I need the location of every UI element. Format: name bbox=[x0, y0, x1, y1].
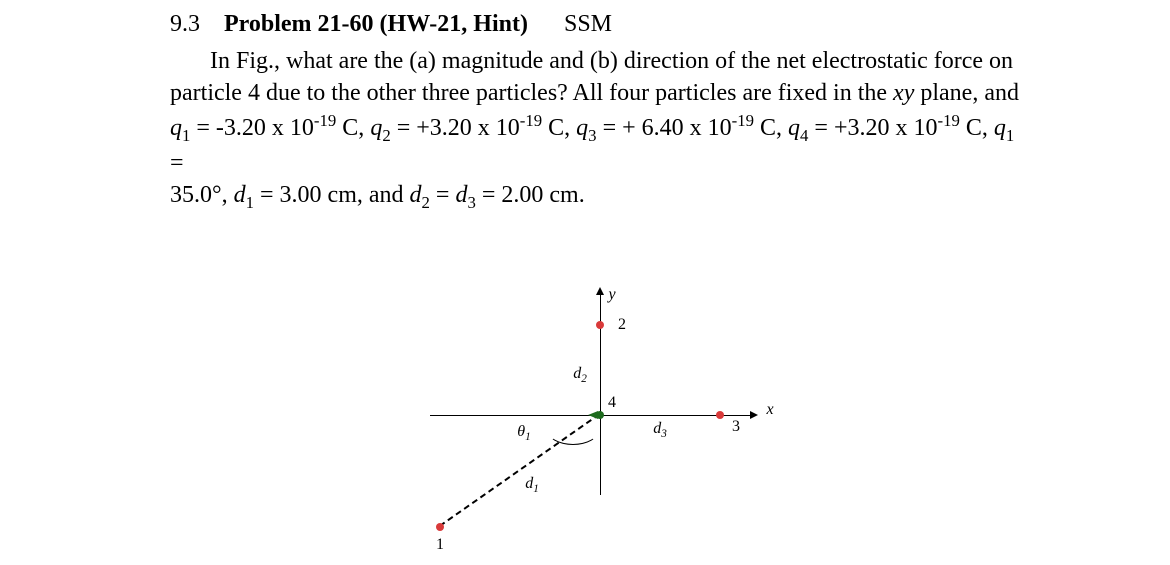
d3-sym: d bbox=[455, 182, 467, 208]
figure-diagram: x y 1 2 3 4 d1 d2 bbox=[400, 265, 800, 565]
q1end-sub: 1 bbox=[1006, 125, 1014, 144]
d3-eq: = 2.00 cm. bbox=[476, 182, 585, 208]
d3-sub: 3 bbox=[467, 193, 475, 212]
problem-line-4: 35.0°, d1 = 3.00 cm, and d2 = d3 = 2.00 … bbox=[170, 179, 1030, 214]
d1-fig-sub: 1 bbox=[533, 483, 539, 495]
xy-plane: xy bbox=[893, 80, 914, 106]
x-axis-arrow-icon bbox=[750, 411, 758, 419]
q4-exp: -19 bbox=[938, 111, 960, 130]
distance-d3-label: d3 bbox=[653, 420, 667, 440]
q1-sym: q bbox=[170, 115, 182, 141]
q2-unit: C, bbox=[542, 115, 576, 141]
q1-exp: -19 bbox=[314, 111, 336, 130]
q1-unit: C, bbox=[336, 115, 370, 141]
d3-fig-sub: 3 bbox=[661, 428, 667, 440]
q2-sym: q bbox=[370, 115, 382, 141]
q2-sub: 2 bbox=[382, 125, 390, 144]
d2-fig-sym: d bbox=[573, 365, 581, 382]
q3-sym: q bbox=[576, 115, 588, 141]
particle-1-label: 1 bbox=[436, 536, 444, 554]
d2-sub: 2 bbox=[422, 193, 430, 212]
problem-heading: 9.3 Problem 21-60 (HW-21, Hint) SSM bbox=[170, 10, 1030, 39]
figure-container: x y 1 2 3 4 d1 d2 bbox=[170, 265, 1030, 565]
angle-theta1-label: θ1 bbox=[517, 423, 530, 443]
distance-d2-label: d2 bbox=[573, 365, 587, 385]
q4-unit: C, bbox=[960, 115, 994, 141]
x-axis-label: x bbox=[766, 401, 773, 419]
y-axis-label: y bbox=[608, 286, 615, 304]
d1-sym: d bbox=[234, 182, 246, 208]
page: 9.3 Problem 21-60 (HW-21, Hint) SSM In F… bbox=[0, 0, 1170, 543]
problem-line-3: q1 = -3.20 x 10-19 C, q2 = +3.20 x 10-19… bbox=[170, 110, 1030, 180]
d1-eq: = 3.00 cm, and bbox=[254, 182, 410, 208]
theta-sym: θ bbox=[517, 423, 525, 440]
q3-sub: 3 bbox=[588, 125, 596, 144]
q1-eq: = -3.20 x 10 bbox=[190, 115, 314, 141]
particle-2-dot bbox=[596, 321, 604, 329]
q1end-sym: q bbox=[994, 115, 1006, 141]
particle-3-label: 3 bbox=[732, 418, 740, 436]
angle-value: 35.0°, bbox=[170, 182, 234, 208]
problem-line-2: particle 4 due to the other three partic… bbox=[170, 77, 1030, 109]
d2-fig-sub: 2 bbox=[581, 373, 587, 385]
q3-unit: C, bbox=[754, 115, 788, 141]
y-axis-arrow-icon bbox=[596, 287, 604, 295]
q1end-eq: = bbox=[170, 150, 184, 176]
section-number: 9.3 bbox=[170, 11, 200, 37]
d1-sub: 1 bbox=[246, 193, 254, 212]
ssm-tag: SSM bbox=[564, 11, 612, 37]
particle-2-label: 2 bbox=[618, 316, 626, 334]
particle-4-label: 4 bbox=[608, 394, 616, 412]
particle-4-arrow-icon bbox=[588, 411, 598, 419]
q4-sym: q bbox=[788, 115, 800, 141]
q2-eq: = +3.20 x 10 bbox=[391, 115, 520, 141]
particle-3-dot bbox=[716, 411, 724, 419]
problem-title: Problem 21-60 (HW-21, Hint) bbox=[224, 11, 528, 37]
line2-text-a: particle 4 due to the other three partic… bbox=[170, 80, 893, 106]
theta-sub: 1 bbox=[525, 431, 531, 443]
d2-eq: = bbox=[430, 182, 456, 208]
q4-eq: = +3.20 x 10 bbox=[808, 115, 937, 141]
problem-line-1: In Fig., what are the (a) magnitude and … bbox=[170, 45, 1030, 77]
d3-fig-sym: d bbox=[653, 420, 661, 437]
distance-d1-label: d1 bbox=[525, 475, 539, 495]
line2-text-b: plane, and bbox=[914, 80, 1019, 106]
d2-sym: d bbox=[410, 182, 422, 208]
angle-theta1-arc bbox=[547, 415, 599, 445]
q3-exp: -19 bbox=[732, 111, 754, 130]
q3-eq: = + 6.40 x 10 bbox=[597, 115, 732, 141]
d1-fig-sym: d bbox=[525, 475, 533, 492]
particle-1-dot bbox=[436, 523, 444, 531]
q2-exp: -19 bbox=[520, 111, 542, 130]
